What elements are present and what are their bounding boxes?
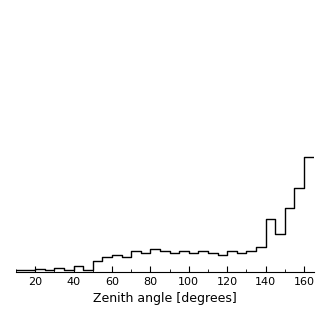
- X-axis label: Zenith angle [degrees]: Zenith angle [degrees]: [93, 292, 237, 305]
